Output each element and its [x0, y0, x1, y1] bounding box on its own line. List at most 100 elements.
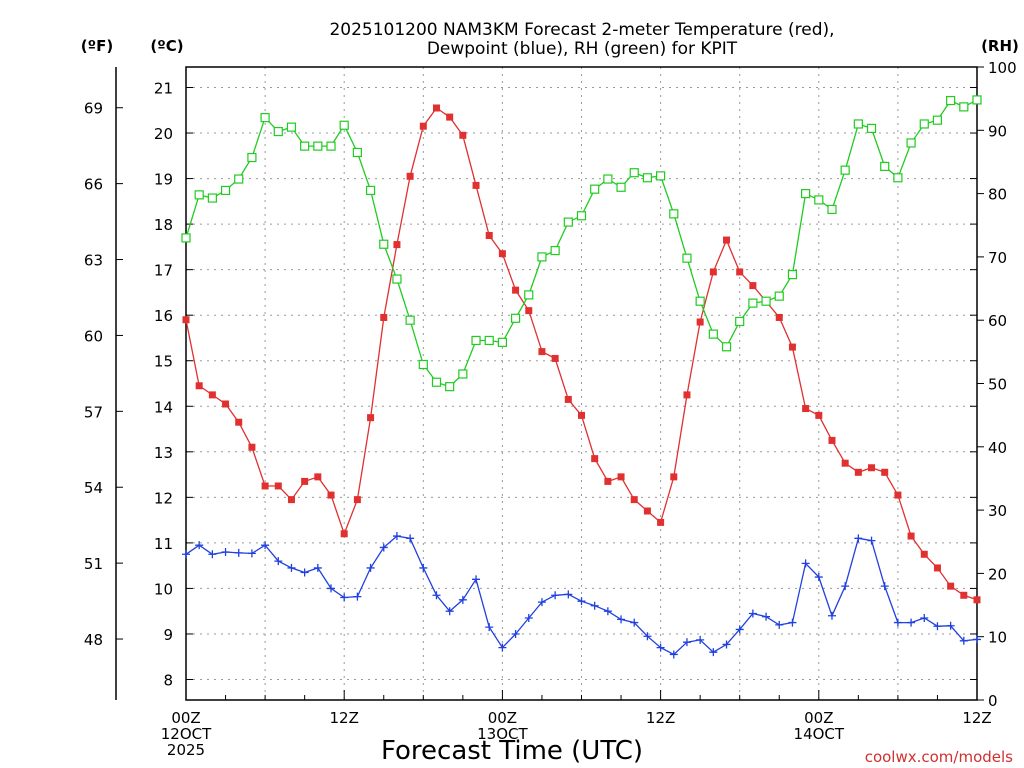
temperature-point [472, 181, 480, 189]
temperature-point [393, 241, 401, 249]
temperature-point [868, 464, 876, 472]
temperature-point [775, 313, 783, 321]
temperature-point [591, 455, 599, 463]
rh-point [194, 190, 204, 200]
rh-point [576, 211, 587, 221]
rh-point [682, 253, 692, 263]
rh-point [603, 174, 613, 184]
dewpoint-point [419, 563, 428, 572]
temperature-point [459, 131, 467, 139]
dewpoint-point [814, 573, 823, 582]
dewpoint-point [841, 582, 850, 591]
x-tick-label: 00Z [804, 709, 833, 727]
rh-point [748, 298, 758, 308]
celsius-tick-label: 8 [163, 672, 173, 690]
temperature-line [185, 107, 978, 601]
dewpoint-point [735, 625, 744, 634]
rh-point [695, 296, 705, 306]
rh-tick-label: 20 [988, 565, 1007, 583]
rh-tick-label: 0 [988, 692, 998, 710]
x-tick-label: 12Z [646, 709, 675, 727]
celsius-tick-label: 19 [154, 171, 173, 189]
dewpoint-point [366, 563, 375, 572]
rh-point [207, 193, 217, 203]
rh-tick-label: 90 [988, 122, 1007, 140]
fahrenheit-tick-label: 63 [84, 252, 103, 270]
rh-point [669, 209, 679, 219]
temperature-point [261, 482, 269, 490]
temperature-point [195, 382, 203, 390]
rh-point [537, 252, 547, 262]
x-tick-label: 2025 [167, 741, 205, 759]
temperature-point [670, 473, 678, 481]
temperature-point [907, 532, 915, 540]
temperature-point [657, 518, 665, 526]
dewpoint-point [577, 597, 586, 606]
series-rh [181, 95, 982, 392]
dewpoint-point [261, 541, 270, 550]
rh-point [906, 138, 916, 148]
right-unit-rh: (RH) [981, 37, 1019, 55]
dewpoint-point [907, 618, 916, 627]
dewpoint-point [722, 640, 731, 649]
credit-text: coolwx.com/models [865, 748, 1013, 766]
rh-point [761, 296, 771, 306]
celsius-tick-label: 11 [154, 535, 173, 553]
dewpoint-point [313, 563, 322, 572]
dewpoint-point [867, 536, 876, 545]
rh-tick-label: 80 [988, 186, 1007, 204]
rh-point [510, 313, 521, 323]
rh-tick-label: 60 [988, 312, 1007, 330]
left-unit-fahrenheit: (ºF) [81, 37, 113, 55]
temperature-point [894, 491, 902, 499]
dewpoint-point [340, 593, 349, 602]
temperature-point [723, 236, 731, 244]
rh-point [787, 270, 798, 280]
dewpoint-point [827, 611, 836, 620]
rh-point [972, 95, 982, 105]
dewpoint-point [801, 559, 810, 568]
temperature-point [446, 113, 454, 121]
dewpoint-point [946, 621, 955, 630]
temperature-point [854, 468, 862, 476]
x-axis-label: Forecast Time (UTC) [381, 736, 643, 766]
dewpoint-point [880, 582, 889, 591]
dewpoint-point [590, 601, 599, 610]
rh-tick-label: 100 [988, 59, 1017, 77]
temperature-point [525, 307, 533, 315]
fahrenheit-tick-label: 57 [84, 403, 103, 421]
celsius-tick-label: 18 [154, 216, 173, 234]
temperature-point [617, 473, 625, 481]
dewpoint-point [617, 615, 626, 624]
rh-point [431, 377, 442, 387]
dewpoint-point [274, 557, 283, 566]
dewpoint-point [300, 568, 309, 577]
celsius-tick-label: 12 [154, 489, 173, 507]
rh-point [445, 382, 455, 392]
dewpoint-point [920, 614, 929, 623]
temperature-point [432, 104, 440, 112]
axes: 8 9 10 11 12 13 14 15 16 17 18 19 20 21 48 51 54 57 60 63 66… [84, 59, 1017, 759]
temperature-point [538, 348, 546, 356]
series [181, 95, 982, 659]
rh-point [801, 189, 811, 199]
dewpoint-point [603, 607, 612, 616]
temperature-point [301, 477, 309, 485]
rh-point [642, 173, 653, 183]
dewpoint-point [748, 609, 757, 618]
temperature-point [419, 122, 427, 130]
temperature-point [604, 477, 612, 485]
temperature-point [485, 231, 493, 239]
rh-point [352, 147, 362, 158]
x-tick-label: 13OCT [477, 725, 528, 743]
dewpoint-point [327, 584, 336, 593]
temperature-point [498, 250, 506, 258]
fahrenheit-tick-label: 48 [84, 631, 103, 649]
rh-point [893, 173, 903, 183]
dewpoint-point [959, 636, 968, 645]
chart-title-line2: Dewpoint (blue), RH (green) for KPIT [427, 39, 738, 59]
dewpoint-point [287, 563, 296, 572]
temperature-point [327, 491, 335, 499]
rh-point [919, 119, 929, 129]
fahrenheit-tick-label: 69 [84, 100, 103, 118]
